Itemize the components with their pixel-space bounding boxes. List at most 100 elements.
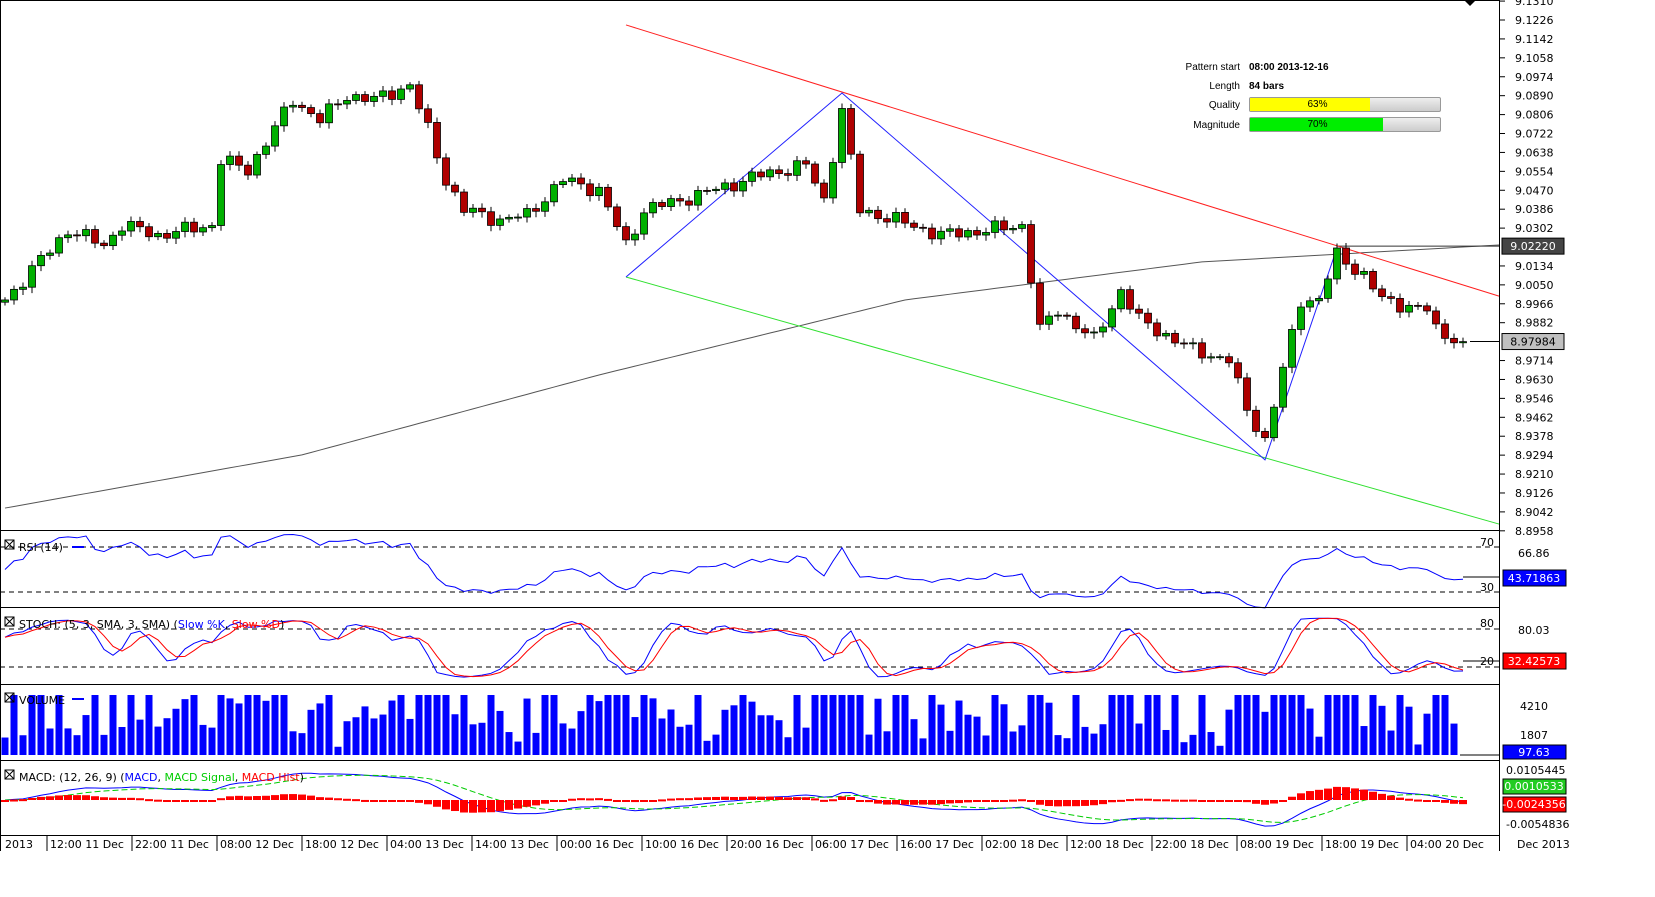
- candle: [577, 173, 585, 190]
- macd-hist-bar: [1243, 800, 1251, 803]
- macd-hist-bar: [217, 798, 225, 801]
- volume-bar: [469, 724, 477, 755]
- macd-hist-bar: [640, 800, 648, 802]
- macd-hist-bar: [199, 800, 207, 802]
- candle: [1261, 427, 1269, 442]
- candle-body-down: [1261, 431, 1269, 439]
- macd-hist-bar: [181, 800, 189, 802]
- candle-body-down: [1135, 308, 1143, 314]
- candle: [1072, 312, 1080, 334]
- volume-bar: [802, 727, 810, 755]
- time-tick-label: 18:00 19 Dec: [1325, 838, 1399, 851]
- candle-body-up: [217, 164, 225, 226]
- candle: [883, 213, 891, 228]
- macd-hist-bar: [415, 800, 423, 803]
- candle: [1396, 293, 1404, 318]
- volume-bar: [316, 703, 324, 755]
- macd-hist-bar: [154, 799, 162, 802]
- candle-body-up: [631, 233, 639, 241]
- macd-hist-bar: [604, 798, 612, 801]
- macd-hist-bar: [775, 796, 783, 800]
- candle: [847, 103, 855, 160]
- candle-body-down: [919, 226, 927, 229]
- candle-body-up: [199, 227, 207, 233]
- candle-body-down: [874, 209, 882, 220]
- macd-hist-bar: [748, 796, 756, 800]
- candle-body-down: [730, 182, 738, 192]
- volume-bar: [1252, 695, 1260, 755]
- candle-body-up: [325, 103, 333, 124]
- candle: [1279, 363, 1287, 413]
- candle-body-up: [118, 230, 126, 236]
- macd-hist-bar: [793, 797, 801, 800]
- candle: [487, 206, 495, 232]
- candle: [190, 217, 198, 238]
- candle-body-down: [532, 208, 540, 212]
- candle: [397, 85, 405, 105]
- candle: [1333, 243, 1341, 285]
- stoch-level-80: 80: [1480, 617, 1494, 630]
- candle: [415, 80, 423, 114]
- volume-bar: [919, 738, 927, 755]
- volume-bar: [991, 695, 999, 755]
- volume-bar: [568, 728, 576, 755]
- macd-hist-bar: [802, 797, 810, 800]
- candle: [55, 234, 63, 257]
- magnitude-value: 70%: [1307, 119, 1328, 130]
- macd-hist-bar: [1342, 787, 1350, 800]
- rsi-close-icon[interactable]: [4, 539, 15, 550]
- candle-body-down: [1342, 247, 1350, 265]
- macd-current-value: -0.0024356: [1502, 798, 1565, 811]
- candle-body-up: [829, 162, 837, 199]
- macd-hist-bar: [262, 795, 270, 800]
- volume-close-icon[interactable]: [4, 692, 15, 703]
- candle: [1108, 305, 1116, 332]
- macd-hist-bar: [1063, 800, 1071, 807]
- candle: [1441, 319, 1449, 345]
- volume-bar: [1036, 695, 1044, 755]
- candle: [532, 203, 540, 218]
- macd-hist-bar: [1099, 800, 1107, 805]
- candle: [73, 229, 81, 242]
- macd-close-icon[interactable]: [4, 769, 15, 780]
- macd-hist-bar: [1117, 799, 1125, 802]
- macd-hist-bar: [766, 796, 774, 800]
- volume-bar: [1171, 695, 1179, 755]
- price-tick-label: 9.0302: [1515, 222, 1554, 235]
- macd-hist-bar: [577, 798, 585, 801]
- time-tick-label: 00:00 16 Dec: [560, 838, 634, 851]
- indicators-layer: [0, 534, 1499, 827]
- candle: [1, 297, 9, 306]
- candle: [109, 231, 117, 250]
- price-tick-label: 9.0554: [1515, 165, 1554, 178]
- scroll-marker-icon[interactable]: [1464, 0, 1476, 6]
- candle: [685, 196, 693, 212]
- macd-hist-bar: [271, 795, 279, 800]
- candle: [10, 285, 18, 305]
- candle-body-down: [1423, 305, 1431, 312]
- volume-bar: [694, 695, 702, 755]
- candle: [145, 222, 153, 242]
- candle-body-down: [91, 229, 99, 244]
- candle-body-down: [73, 234, 81, 237]
- candle: [1036, 278, 1044, 331]
- candle: [1081, 324, 1089, 339]
- price-tick-label: 8.9126: [1515, 487, 1554, 500]
- candle-body-up: [1288, 329, 1296, 368]
- candle: [37, 250, 45, 272]
- volume-bar: [1018, 725, 1026, 755]
- volume-bar: [145, 695, 153, 755]
- stoch-close-icon[interactable]: [4, 616, 15, 627]
- volume-bar: [118, 726, 126, 755]
- candle: [82, 224, 90, 242]
- volume-bar: [217, 695, 225, 755]
- volume-bar: [1450, 723, 1458, 755]
- macd-hist-bar: [190, 800, 198, 802]
- candle-body-down: [487, 211, 495, 226]
- candle: [199, 224, 207, 236]
- macd-hist-bar: [1288, 796, 1296, 800]
- x-axis-month-label: Dec 2013: [1517, 838, 1570, 851]
- volume-bar: [865, 734, 873, 755]
- macd-hist-bar: [325, 797, 333, 800]
